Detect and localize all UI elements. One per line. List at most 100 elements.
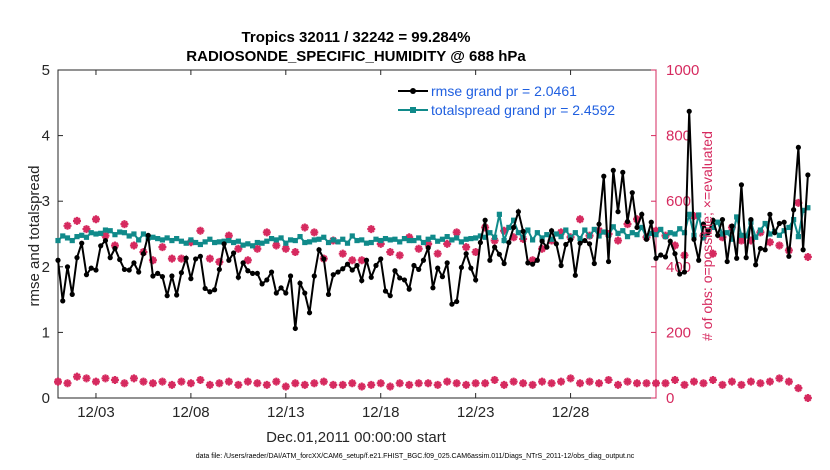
spread-marker (259, 240, 265, 246)
spread-marker (174, 235, 180, 242)
spread-marker (539, 235, 545, 241)
spread-marker (349, 233, 355, 239)
obs-lower-marker (471, 379, 480, 388)
obs-lower-marker (595, 379, 604, 388)
spread-marker (98, 230, 104, 236)
spread-marker (615, 230, 621, 236)
legend-box (392, 78, 646, 120)
rmse-marker (226, 257, 232, 263)
rmse-marker (534, 257, 540, 263)
rmse-marker (335, 269, 341, 275)
rmse-marker (60, 298, 66, 304)
obs-upper-marker (148, 256, 157, 265)
spread-marker (159, 237, 166, 243)
obs-upper-marker (291, 248, 300, 257)
rmse-marker (193, 256, 199, 262)
legend-spread-label: totalspread grand pr = 2.4592 (431, 102, 615, 118)
rmse-marker (150, 273, 156, 279)
spread-marker (344, 240, 351, 246)
obs-lower-marker (557, 377, 566, 386)
spread-marker (117, 229, 123, 235)
obs-upper-marker (376, 239, 385, 248)
spread-marker (155, 235, 161, 242)
rmse-marker (302, 290, 308, 296)
x-axis-label: Dec.01,2011 00:00:00 start (266, 429, 447, 446)
spread-marker (164, 235, 170, 241)
rmse-marker (738, 182, 745, 188)
obs-lower-marker (604, 375, 613, 384)
rmse-marker (605, 258, 612, 265)
spread-marker (311, 237, 317, 243)
rmse-marker (667, 238, 673, 244)
spread-marker (416, 235, 422, 241)
rmse-marker (287, 273, 294, 279)
spread-marker (392, 236, 398, 242)
obs-lower-marker (500, 380, 509, 389)
spread-marker (501, 237, 507, 244)
rmse-marker (724, 258, 730, 265)
legend-rmse-label: rmse grand pr = 2.0461 (431, 83, 577, 99)
spread-marker (658, 226, 664, 233)
spread-marker (591, 226, 597, 233)
obs-upper-marker (462, 243, 471, 252)
spread-marker (325, 239, 332, 246)
spread-marker (634, 232, 640, 238)
obs-lower-marker (424, 379, 433, 388)
rmse-marker (620, 169, 626, 175)
obs-upper-marker (528, 256, 537, 265)
rmse-marker (117, 256, 123, 263)
spread-marker (382, 235, 389, 242)
rmse-marker (691, 236, 697, 242)
obs-upper-marker (500, 226, 509, 235)
obs-lower-marker (110, 375, 119, 384)
spread-marker (131, 231, 137, 237)
obs-lower-marker (614, 380, 623, 389)
spread-marker (681, 230, 688, 236)
rmse-marker (677, 271, 683, 277)
rmse-marker (525, 260, 531, 266)
rmse-marker (757, 245, 764, 252)
spread-marker (468, 235, 474, 242)
obs-upper-marker (718, 233, 727, 242)
rmse-marker (772, 230, 778, 236)
spread-marker (743, 233, 749, 239)
rmse-marker (183, 255, 189, 261)
obs-upper-marker (433, 249, 442, 258)
rmse-marker (743, 255, 749, 261)
rmse-marker (55, 257, 61, 263)
rmse-marker (449, 301, 455, 307)
obs-upper-marker (623, 220, 632, 229)
rmse-marker (805, 172, 811, 178)
rmse-marker (382, 288, 389, 294)
rmse-marker (249, 270, 256, 276)
spread-marker (197, 241, 203, 248)
obs-lower-marker (54, 377, 62, 386)
spread-marker (577, 235, 583, 242)
rmse-marker (425, 245, 431, 251)
rmse-marker (316, 247, 322, 253)
obs-lower-marker (205, 380, 214, 389)
rmse-marker (686, 108, 692, 114)
spread-marker (297, 234, 303, 240)
obs-lower-marker (737, 380, 746, 389)
x-tick-label: 12/28 (552, 404, 590, 421)
rmse-marker (791, 207, 797, 213)
obs-lower-marker (63, 379, 72, 388)
spread-marker (212, 239, 218, 246)
spread-marker (805, 205, 811, 211)
obs-lower-marker (386, 382, 395, 391)
rmse-marker (411, 262, 417, 269)
rmse-marker (615, 209, 621, 215)
spread-marker (231, 239, 237, 246)
spread-marker (79, 232, 85, 238)
rmse-marker (700, 221, 707, 227)
spread-marker (653, 232, 659, 238)
rmse-marker (207, 289, 213, 295)
obs-lower-marker (281, 382, 290, 391)
rmse-marker (268, 269, 275, 275)
rmse-marker (401, 277, 408, 283)
obs-lower-marker (490, 375, 499, 384)
rmse-marker (653, 255, 659, 261)
spread-marker (278, 235, 284, 241)
chart-title-line1: Tropics 32011 / 32242 = 99.284% (242, 29, 471, 46)
